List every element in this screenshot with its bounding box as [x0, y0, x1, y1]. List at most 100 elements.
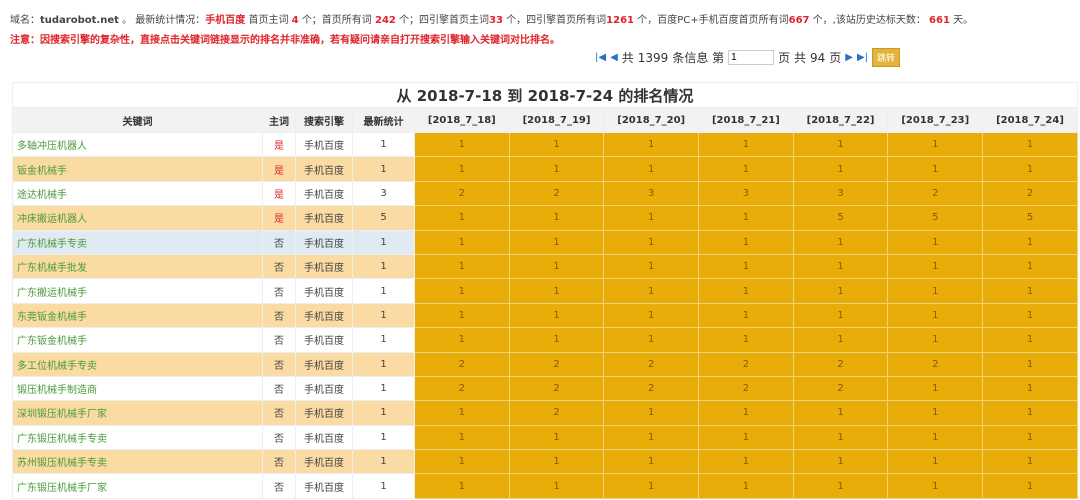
- first-page-icon[interactable]: |◀: [595, 52, 607, 63]
- rank-cell: 1: [982, 229, 1078, 255]
- rank-cell: 1: [792, 449, 889, 475]
- rank-cell: 1: [414, 278, 510, 304]
- main-keyword-flag: 否: [262, 449, 296, 475]
- prev-page-icon[interactable]: ◀: [610, 52, 618, 63]
- table-row: 东莞钣金机械手否手机百度 1 1 1 1 1 1 1 1: [12, 302, 1078, 329]
- rank-cell: 1: [508, 253, 605, 280]
- latest-rank: 1: [352, 375, 415, 402]
- search-engine: 手机百度: [295, 278, 353, 304]
- rank-cell: 1: [887, 449, 984, 475]
- rank-cell: 1: [792, 156, 889, 182]
- rank-cell: 1: [603, 205, 700, 231]
- rank-cell: 5: [792, 205, 889, 231]
- rank-cell: 1: [982, 351, 1078, 377]
- rank-cell: 1: [698, 449, 794, 475]
- table-title: 从 2018-7-18 到 2018-7-24 的排名情况: [12, 82, 1078, 108]
- table-row: 苏州锻压机械手专卖否手机百度 1 1 1 1 1 1 1 1: [12, 449, 1078, 475]
- rank-cell: 1: [508, 449, 605, 475]
- rank-cell: 2: [698, 351, 794, 377]
- rank-cell: 1: [414, 205, 510, 231]
- table-row: 冲床搬运机器人是手机百度 5 1 1 1 1 5 5 5: [12, 205, 1078, 231]
- main-keyword-flag: 否: [262, 302, 296, 329]
- keyword-link[interactable]: 东莞钣金机械手: [12, 302, 263, 329]
- column-header: [2018_7_22]: [792, 107, 889, 133]
- rank-cell: 1: [887, 400, 984, 426]
- rank-cell: 2: [508, 351, 605, 377]
- latest-rank: 5: [352, 205, 415, 231]
- main-keyword-flag: 否: [262, 327, 296, 353]
- column-header: 最新统计: [352, 107, 415, 133]
- main-keyword-flag: 否: [262, 473, 296, 499]
- rank-cell: 2: [414, 180, 510, 207]
- latest-rank: 1: [352, 351, 415, 377]
- rank-cell: 2: [508, 400, 605, 426]
- rank-cell: 1: [982, 156, 1078, 182]
- rank-cell: 3: [792, 180, 889, 207]
- rank-cell: 1: [603, 449, 700, 475]
- stat-value: 242: [375, 15, 396, 26]
- domain-label: 域名：: [10, 15, 40, 26]
- rank-cell: 1: [792, 278, 889, 304]
- keyword-link[interactable]: 苏州锻压机械手专卖: [12, 449, 263, 475]
- rank-cell: 2: [792, 351, 889, 377]
- keyword-link[interactable]: 广东钣金机械手: [12, 327, 263, 353]
- rank-cell: 1: [982, 375, 1078, 402]
- rank-cell: 1: [508, 424, 605, 451]
- keyword-link[interactable]: 钣金机械手: [12, 156, 263, 182]
- rank-cell: 1: [603, 327, 700, 353]
- total-count: 1399: [637, 50, 669, 65]
- go-button[interactable]: 跳转: [872, 48, 901, 67]
- rank-cell: 1: [887, 278, 984, 304]
- rank-cell: 1: [982, 473, 1078, 499]
- keyword-link[interactable]: 广东锻压机械手厂家: [12, 473, 263, 499]
- rank-cell: 1: [508, 229, 605, 255]
- rank-cell: 1: [698, 278, 794, 304]
- rank-cell: 1: [982, 131, 1078, 158]
- rank-cell: 2: [887, 180, 984, 207]
- keyword-link[interactable]: 广东锻压机械手专卖: [12, 424, 263, 451]
- keyword-link[interactable]: 深圳锻压机械手厂家: [12, 400, 263, 426]
- rank-cell: 1: [508, 205, 605, 231]
- stat-text: 个，百度PC+手机百度首页所有词: [637, 15, 789, 26]
- last-page-icon[interactable]: ▶|: [856, 52, 869, 63]
- table-row: 广东锻压机械手厂家否手机百度 1 1 1 1 1 1 1 1: [12, 473, 1078, 499]
- table-row: 深圳锻压机械手厂家否手机百度 1 1 2 1 1 1 1 1: [12, 400, 1078, 426]
- rank-cell: 5: [887, 205, 984, 231]
- rank-cell: 1: [414, 424, 510, 451]
- stats-label: 最新统计情况：: [135, 15, 206, 26]
- keyword-link[interactable]: 多工位机械手专卖: [12, 351, 263, 377]
- rank-cell: 1: [887, 424, 984, 451]
- latest-rank: 1: [352, 327, 415, 353]
- keyword-link[interactable]: 广东搬运机械手: [12, 278, 263, 304]
- rank-cell: 1: [792, 424, 889, 451]
- rank-cell: 1: [792, 253, 889, 280]
- next-page-icon[interactable]: ▶: [845, 52, 853, 63]
- rank-cell: 1: [414, 302, 510, 329]
- rank-cell: 1: [792, 302, 889, 329]
- rank-cell: 1: [698, 473, 794, 499]
- page-input[interactable]: [728, 50, 775, 65]
- keyword-link[interactable]: 广东机械手批发: [12, 253, 263, 280]
- latest-rank: 3: [352, 180, 415, 207]
- column-header: 搜索引擎: [295, 107, 353, 133]
- rank-cell: 1: [414, 229, 510, 255]
- keyword-link[interactable]: 广东机械手专卖: [12, 229, 263, 255]
- rank-cell: 1: [887, 327, 984, 353]
- keyword-link[interactable]: 冲床搬运机器人: [12, 205, 263, 231]
- rank-cell: 1: [603, 400, 700, 426]
- rank-cell: 1: [603, 473, 700, 499]
- stat-value: 33: [489, 15, 503, 26]
- rank-cell: 1: [508, 131, 605, 158]
- keyword-link[interactable]: 途达机械手: [12, 180, 263, 207]
- rank-cell: 3: [698, 180, 794, 207]
- search-engine: 手机百度: [295, 302, 353, 329]
- keyword-link[interactable]: 锻压机械手制造商: [12, 375, 263, 402]
- main-keyword-flag: 否: [262, 253, 296, 280]
- keyword-link[interactable]: 多轴冲压机器人: [12, 131, 263, 158]
- rank-cell: 1: [792, 400, 889, 426]
- latest-rank: 1: [352, 449, 415, 475]
- rank-cell: 1: [982, 400, 1078, 426]
- latest-rank: 1: [352, 278, 415, 304]
- rank-cell: 1: [603, 131, 700, 158]
- search-engine: 手机百度: [295, 424, 353, 451]
